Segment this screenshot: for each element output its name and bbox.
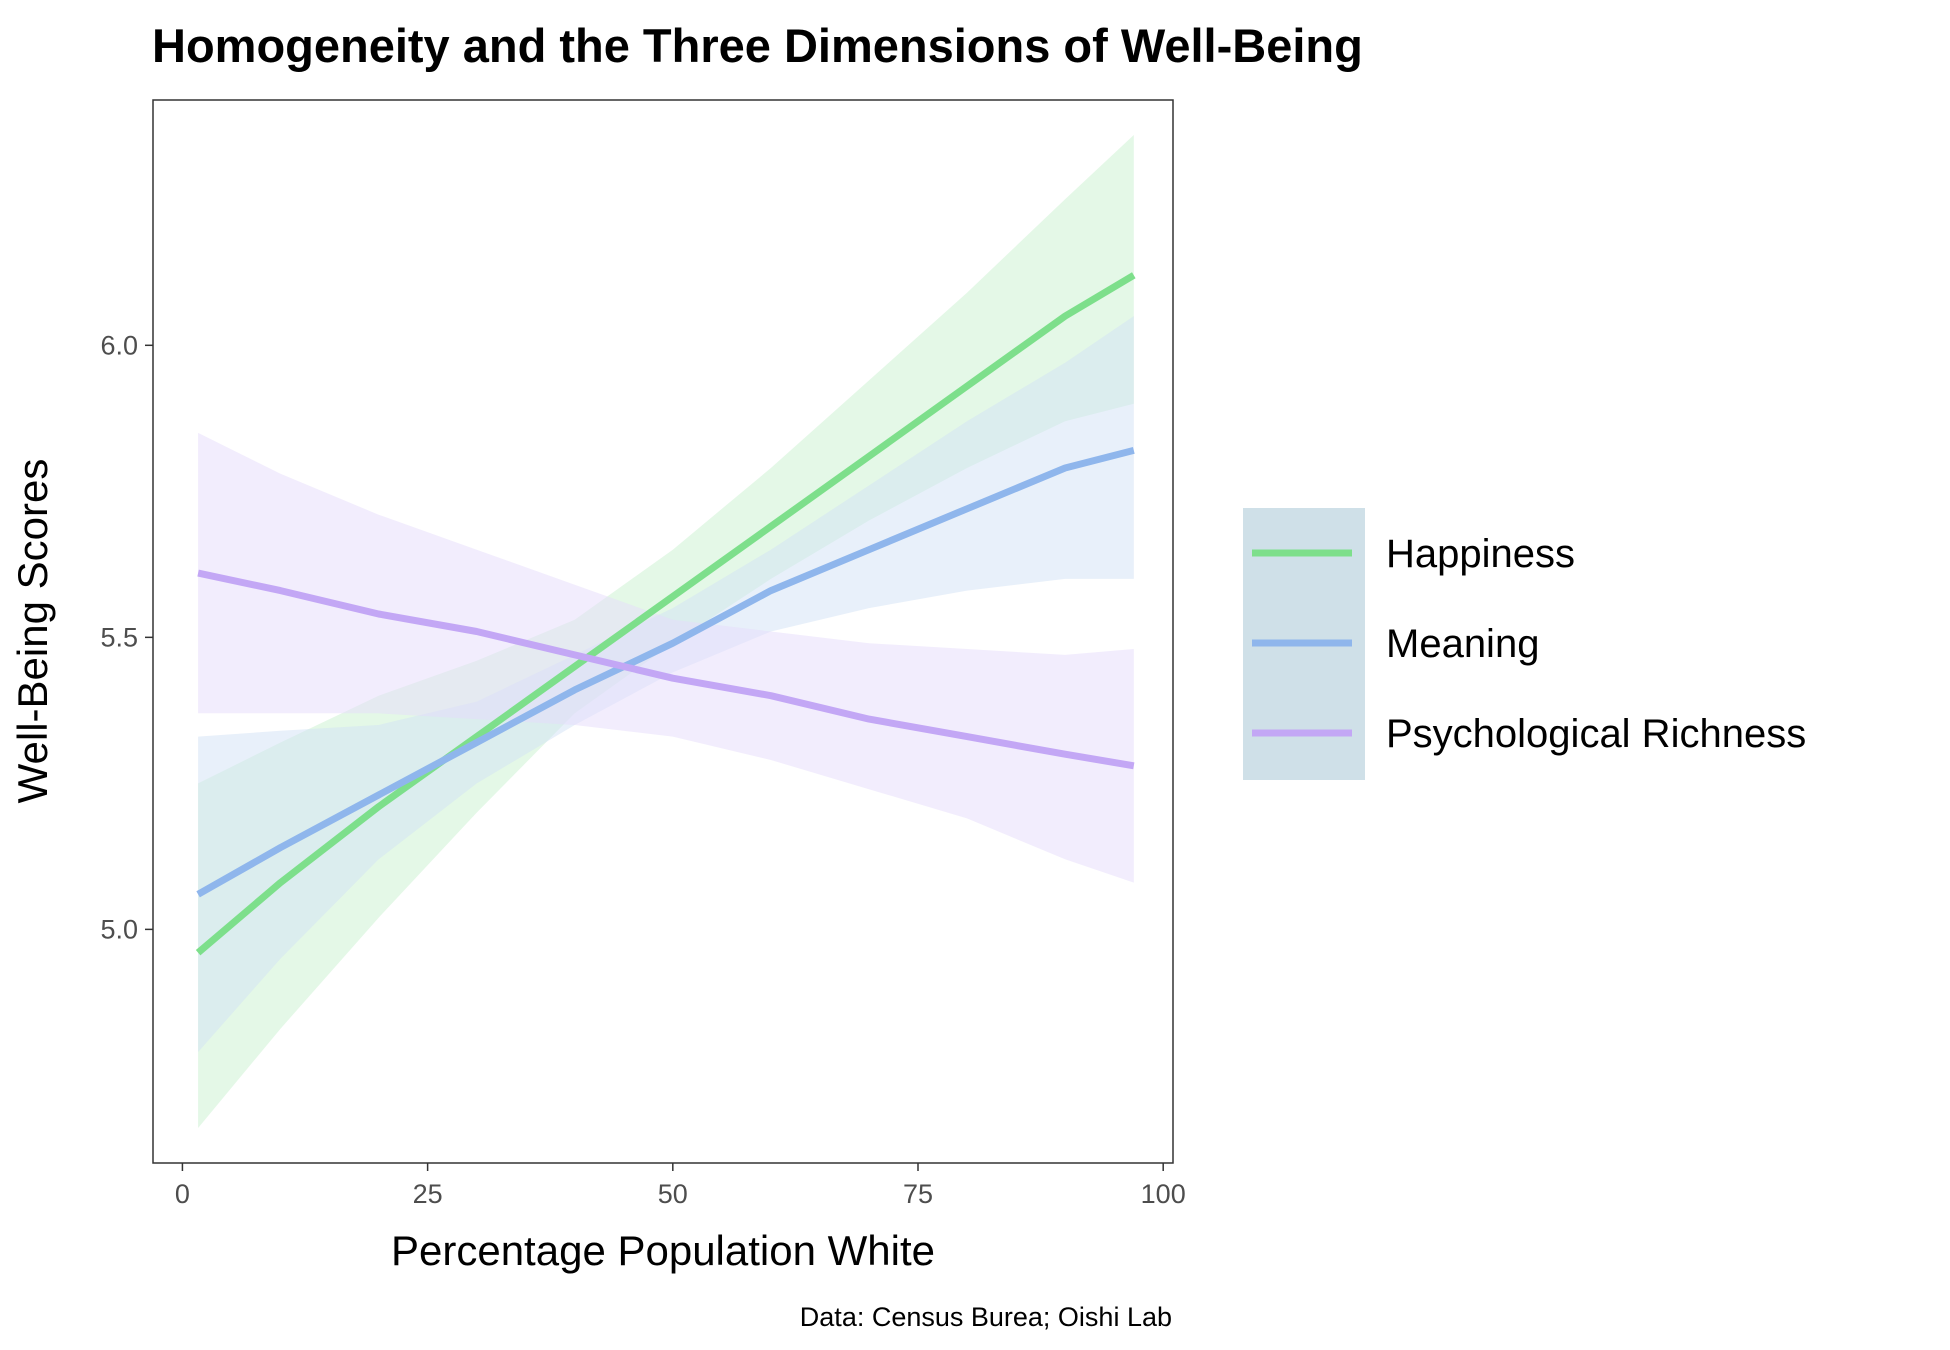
y-axis-title: Well-Being Scores <box>9 459 56 804</box>
meaning-line <box>196 447 1135 898</box>
x-tick-label: 50 <box>658 1179 688 1209</box>
psychological-richness-confidence-band <box>198 432 1134 883</box>
x-tick-label: 100 <box>1141 1179 1186 1209</box>
psychological-richness-line <box>197 569 1135 770</box>
happiness-line <box>195 272 1136 956</box>
series-lines <box>195 272 1136 956</box>
plot-border <box>152 99 1174 1164</box>
meaning-confidence-band <box>198 316 1134 1053</box>
chart-caption: Data: Census Burea; Oishi Lab <box>800 1302 1172 1332</box>
y-tick-label: 5.0 <box>100 914 138 944</box>
y-tick-label: 5.5 <box>100 622 138 652</box>
legend-label-happiness: Happiness <box>1386 532 1575 576</box>
x-axis-title: Percentage Population White <box>391 1227 935 1274</box>
chart-title: Homogeneity and the Three Dimensions of … <box>152 19 1363 72</box>
y-tick-label: 6.0 <box>100 330 138 360</box>
x-tick-label: 25 <box>413 1179 443 1209</box>
x-tick-label: 75 <box>903 1179 933 1209</box>
plot-area <box>152 99 1174 1164</box>
x-axis: 0 25 50 75 100 <box>175 1163 1186 1209</box>
legend-label-meaning: Meaning <box>1386 622 1539 666</box>
legend-label-psychological-richness: Psychological Richness <box>1386 712 1806 756</box>
legend: Happiness Meaning Psychological Richness <box>1243 508 1806 780</box>
y-axis: 5.0 5.5 6.0 <box>100 330 153 944</box>
x-tick-label: 0 <box>175 1179 190 1209</box>
confidence-bands <box>198 135 1134 1128</box>
